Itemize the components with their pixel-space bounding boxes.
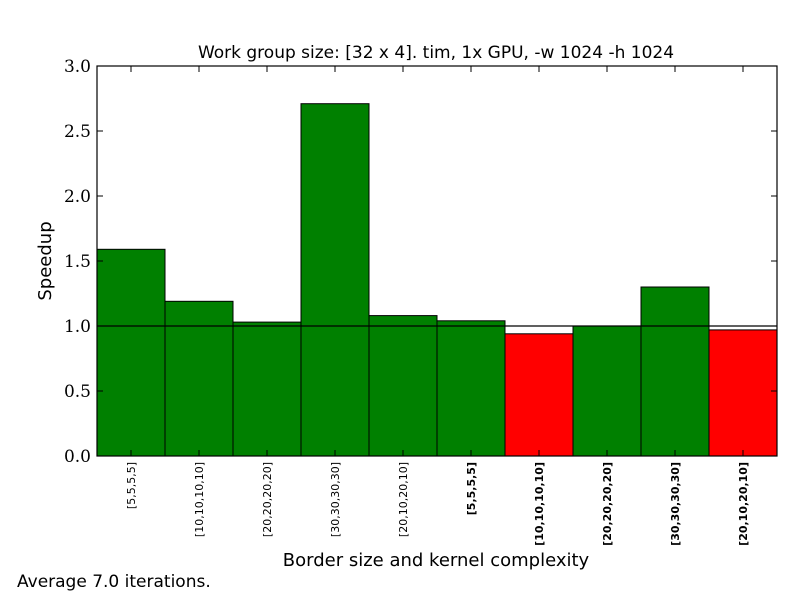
y-tick-label: 0.0 bbox=[64, 447, 91, 467]
y-axis-ticks: 0.0 0.5 1.0 1.5 2.0 2.5 3.0 bbox=[64, 57, 777, 467]
y-tick-label: 1.5 bbox=[64, 252, 91, 272]
y-tick-label: 2.0 bbox=[64, 187, 91, 207]
y-tick-label: 0.5 bbox=[64, 382, 91, 402]
bar-7 bbox=[504, 333, 574, 457]
bar-8 bbox=[572, 325, 642, 457]
y-tick-label: 2.5 bbox=[64, 122, 91, 142]
bar-9 bbox=[640, 286, 710, 457]
x-tick-label: [10,10,10,10] bbox=[193, 462, 206, 537]
x-tick-label: [10,10,10,10] bbox=[533, 462, 546, 546]
bar-10 bbox=[708, 329, 778, 457]
y-axis-label: Speedup bbox=[35, 221, 56, 300]
bar-4 bbox=[300, 103, 370, 457]
footnote: Average 7.0 iterations. bbox=[17, 572, 211, 592]
x-tick-label: [30,30,30,30] bbox=[329, 462, 342, 537]
bar-5 bbox=[368, 315, 438, 457]
x-tick-label: [20,20,20,20] bbox=[601, 462, 614, 546]
x-tick-label: [20,10,20,10] bbox=[737, 462, 750, 546]
x-tick-label: [5,5,5,5] bbox=[125, 462, 138, 509]
x-tick-label: [20,20,20,20] bbox=[261, 462, 274, 537]
x-axis-ticks: [5,5,5,5] [10,10,10,10] [20,20,20,20] [30,3… bbox=[125, 66, 750, 546]
x-tick-label: [30,30,30,30] bbox=[669, 462, 682, 546]
bar-6 bbox=[436, 320, 506, 457]
x-tick-label: [20,10,20,10] bbox=[397, 462, 410, 537]
x-axis-label: Border size and kernel complexity bbox=[283, 550, 590, 571]
x-tick-label: [5,5,5,5] bbox=[465, 462, 478, 515]
bar-1 bbox=[96, 248, 166, 457]
chart-title: Work group size: [32 x 4]. tim, 1x GPU, … bbox=[198, 43, 674, 63]
bars-group bbox=[96, 103, 778, 457]
y-tick-label: 1.0 bbox=[64, 317, 91, 337]
y-tick-label: 3.0 bbox=[64, 57, 91, 77]
bar-2 bbox=[164, 300, 234, 457]
bar-3 bbox=[232, 321, 302, 457]
